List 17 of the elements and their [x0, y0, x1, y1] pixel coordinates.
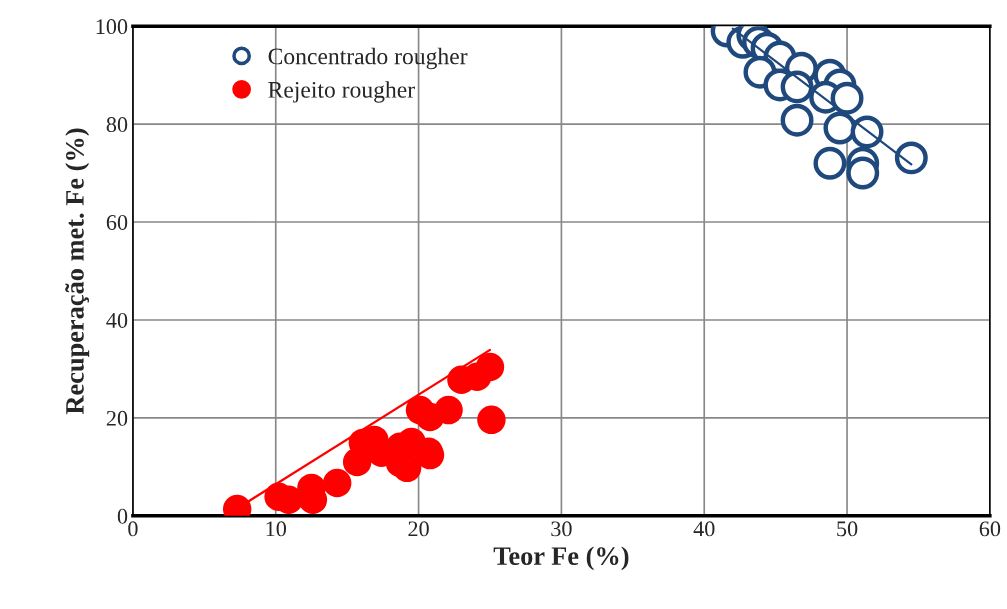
x-tick-label: 30: [551, 521, 572, 537]
y-tick-label: 80: [106, 117, 128, 133]
x-tick-label: 0: [128, 521, 138, 537]
legend-label: Concentrado rougher: [268, 47, 468, 70]
y-tick-label: 60: [106, 214, 128, 230]
x-tick-label: 20: [408, 521, 429, 537]
y-tick-label: 0: [117, 508, 128, 524]
x-axis-title: Teor Fe (%): [493, 546, 629, 571]
y-tick-label: 100: [96, 19, 128, 35]
x-tick-label: 60: [979, 521, 1001, 537]
y-tick-label: 20: [106, 410, 128, 426]
x-tick-label: 50: [837, 521, 858, 537]
legend-label: Rejeito rougher: [268, 81, 415, 103]
y-tick-label: 40: [106, 312, 128, 328]
y-axis-title: Recuperação met. Fe (%): [65, 128, 90, 415]
x-tick-label: 10: [266, 521, 287, 537]
x-tick-label: 40: [693, 521, 715, 537]
